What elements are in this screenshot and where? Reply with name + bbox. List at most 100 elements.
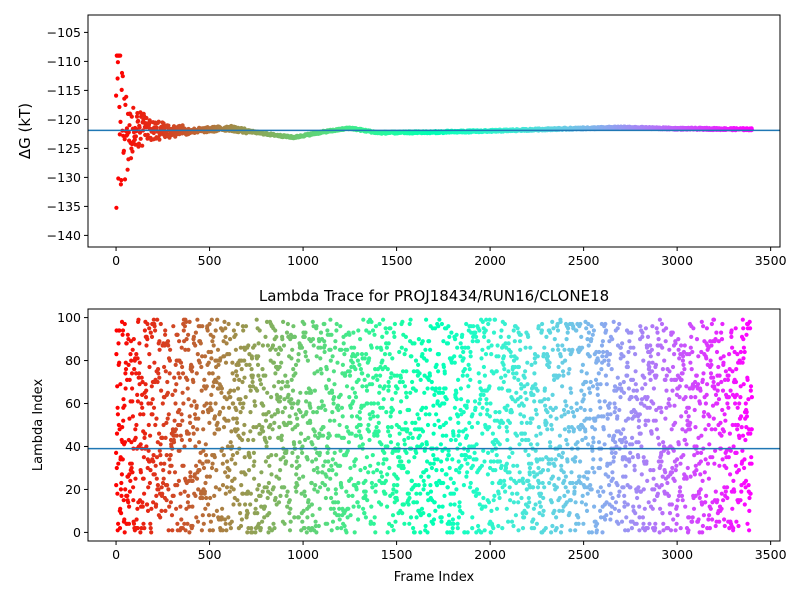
delta-g-points (114, 53, 755, 210)
lambda-point (210, 371, 215, 376)
lambda-point (209, 356, 214, 361)
lambda-point (130, 386, 135, 391)
lambda-point (412, 341, 417, 346)
lambda-point (479, 356, 484, 361)
lambda-point (549, 427, 555, 432)
lambda-point (637, 528, 642, 533)
lambda-point (279, 433, 284, 438)
lambda-point (390, 407, 395, 413)
lambda-point (464, 405, 469, 410)
lambda-point (654, 373, 659, 378)
lambda-point (207, 420, 212, 425)
lambda-point (119, 472, 124, 477)
lambda-point (402, 521, 407, 526)
lambda-point (173, 388, 178, 393)
lambda-point (309, 502, 314, 507)
lambda-point (425, 530, 430, 535)
lambda-point (555, 328, 561, 333)
lambda-point (227, 489, 232, 494)
lambda-point (656, 337, 661, 342)
lambda-point (171, 324, 176, 329)
lambda-point (677, 395, 682, 400)
lambda-point (400, 379, 405, 385)
lambda-point (621, 354, 626, 359)
lambda-point (238, 410, 243, 415)
lambda-point (358, 468, 363, 473)
lambda-point (615, 483, 620, 488)
lambda-point (385, 472, 390, 477)
lambda-point (148, 433, 153, 438)
lambda-point (431, 461, 436, 466)
lambda-point (369, 504, 374, 509)
lambda-point (719, 506, 724, 511)
lambda-point (707, 513, 712, 518)
lambda-point (140, 504, 145, 509)
lambda-point (474, 487, 480, 492)
lambda-point (628, 485, 633, 490)
lambda-point (393, 390, 398, 395)
lambda-point (553, 457, 558, 462)
lambda-point (393, 519, 398, 524)
lambda-point (525, 504, 531, 509)
lambda-point (523, 369, 528, 374)
lambda-point (560, 384, 565, 389)
lambda-point (669, 502, 675, 507)
lambda-point (233, 461, 238, 466)
lambda-point (386, 429, 391, 434)
lambda-point (165, 483, 170, 488)
lambda-point (575, 440, 580, 445)
lambda-point (117, 328, 122, 333)
lambda-point (269, 453, 274, 458)
lambda-point (410, 435, 415, 440)
lambda-point (692, 472, 698, 477)
lambda-point (248, 388, 253, 393)
lambda-point (209, 392, 214, 397)
lambda-point (634, 521, 639, 526)
lambda-point (556, 476, 561, 481)
lambda-point (254, 498, 259, 503)
delta-g-point (124, 94, 129, 99)
lambda-point (519, 495, 524, 501)
lambda-point (653, 362, 659, 367)
lambda-point (685, 465, 690, 471)
lambda-point (718, 420, 723, 425)
lambda-point (202, 489, 207, 494)
lambda-point (184, 337, 189, 342)
lambda-point (226, 474, 231, 479)
lambda-point (659, 459, 664, 464)
lambda-point (116, 341, 121, 346)
lambda-point (374, 425, 379, 430)
lambda-point (263, 373, 268, 378)
lambda-point (141, 476, 146, 481)
delta-g-point (156, 119, 161, 124)
lambda-point (475, 339, 481, 344)
lambda-point (302, 489, 307, 494)
lambda-point (719, 379, 724, 385)
lambda-point (587, 386, 592, 391)
lambda-point (117, 360, 122, 365)
lambda-point (619, 519, 625, 524)
lambda-point (214, 508, 219, 513)
x-tick-label: 0 (112, 253, 120, 268)
delta-g-point (136, 118, 141, 123)
lambda-point (294, 459, 299, 464)
lambda-point (339, 485, 344, 490)
lambda-point (691, 506, 697, 511)
lambda-point (478, 397, 483, 402)
lambda-point (319, 399, 324, 404)
lambda-point (480, 405, 485, 410)
lambda-point (275, 410, 281, 415)
lambda-point (351, 399, 356, 404)
delta-g-point (118, 182, 123, 187)
lambda-point (328, 317, 333, 322)
lambda-point (349, 431, 354, 436)
lambda-point (268, 422, 273, 428)
lambda-point (677, 384, 682, 389)
lambda-point (173, 427, 178, 432)
lambda-point (479, 463, 484, 468)
lambda-point (534, 412, 539, 417)
lambda-point (714, 349, 720, 355)
lambda-point (224, 341, 229, 346)
lambda-point (242, 358, 247, 363)
lambda-point (166, 412, 171, 417)
